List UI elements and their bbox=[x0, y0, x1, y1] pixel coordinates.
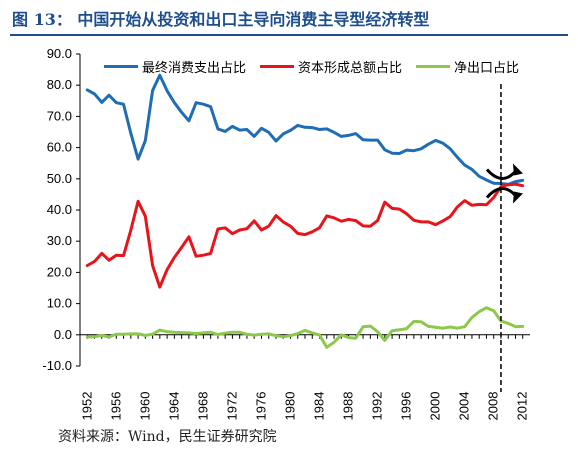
curved-arrow-top-head bbox=[512, 163, 523, 176]
series-line-2 bbox=[85, 306, 525, 349]
y-tick-label: 0.0 bbox=[54, 327, 72, 342]
x-tick-label: 1976 bbox=[253, 392, 268, 421]
y-tick-label: 50.0 bbox=[47, 171, 72, 186]
x-tick-label: 1968 bbox=[195, 392, 210, 421]
x-tick-label: 1996 bbox=[399, 392, 414, 421]
series-line-0 bbox=[85, 73, 525, 186]
legend-label-capital: 资本形成总额占比 bbox=[298, 61, 403, 76]
chart-legend: 最终消费支出占比 资本形成总额占比 净出口占比 bbox=[104, 57, 519, 76]
legend-item-capital: 资本形成总额占比 bbox=[260, 57, 402, 76]
x-tick-label: 2012 bbox=[515, 392, 530, 421]
x-tick-label: 1972 bbox=[224, 392, 239, 421]
curved-arrow-top bbox=[485, 168, 519, 180]
legend-swatch-capital bbox=[260, 65, 295, 68]
x-tick-label: 1988 bbox=[341, 392, 356, 421]
x-tick-label: 1960 bbox=[137, 392, 152, 421]
axes-layer: -10.0 0.0 10.0 20.0 30.0 40.0 50.0 60.0 70.0 80.0… bbox=[42, 46, 530, 420]
curved-arrow-bottom bbox=[485, 186, 519, 199]
y-tick-label: 10.0 bbox=[47, 296, 72, 311]
legend-label-consumption: 最终消费支出占比 bbox=[142, 61, 247, 76]
x-tick-label: 1956 bbox=[108, 392, 123, 421]
curved-arrow-bottom-head bbox=[512, 191, 523, 204]
legend-swatch-net-exports bbox=[416, 65, 451, 68]
y-tick-label: 40.0 bbox=[47, 202, 72, 217]
y-tick-label: -10.0 bbox=[42, 358, 72, 373]
y-tick-label: 60.0 bbox=[47, 140, 72, 155]
x-tick-label: 1984 bbox=[312, 392, 327, 421]
series-line-1 bbox=[85, 182, 525, 289]
x-tick-label: 1980 bbox=[282, 392, 297, 421]
x-tick-label: 2008 bbox=[486, 392, 501, 421]
figure-title: 图 13： 中国开始从投资和出口主导向消费主导型经济转型 bbox=[12, 10, 430, 29]
y-tick-label: 20.0 bbox=[47, 264, 72, 279]
legend-item-consumption: 最终消费支出占比 bbox=[104, 57, 246, 76]
x-tick-label: 1992 bbox=[370, 392, 385, 421]
y-tick-label: 90.0 bbox=[47, 46, 72, 61]
x-tick-label: 2000 bbox=[428, 392, 443, 421]
y-tick-label: 80.0 bbox=[47, 77, 72, 92]
source-note: 资料来源：Wind，民生证券研究院 bbox=[58, 429, 277, 445]
legend-swatch-consumption bbox=[104, 65, 138, 68]
title-rule bbox=[10, 34, 568, 36]
x-tick-label: 1964 bbox=[166, 392, 181, 421]
annotation-layer bbox=[485, 84, 523, 392]
x-tick-label: 2004 bbox=[457, 392, 472, 421]
series-layer bbox=[85, 73, 525, 349]
y-tick-label: 30.0 bbox=[47, 233, 72, 248]
x-tick-label: 1952 bbox=[79, 392, 94, 421]
legend-label-net-exports: 净出口占比 bbox=[454, 61, 520, 76]
y-tick-label: 70.0 bbox=[47, 108, 72, 123]
legend-item-net-exports: 净出口占比 bbox=[416, 57, 519, 76]
